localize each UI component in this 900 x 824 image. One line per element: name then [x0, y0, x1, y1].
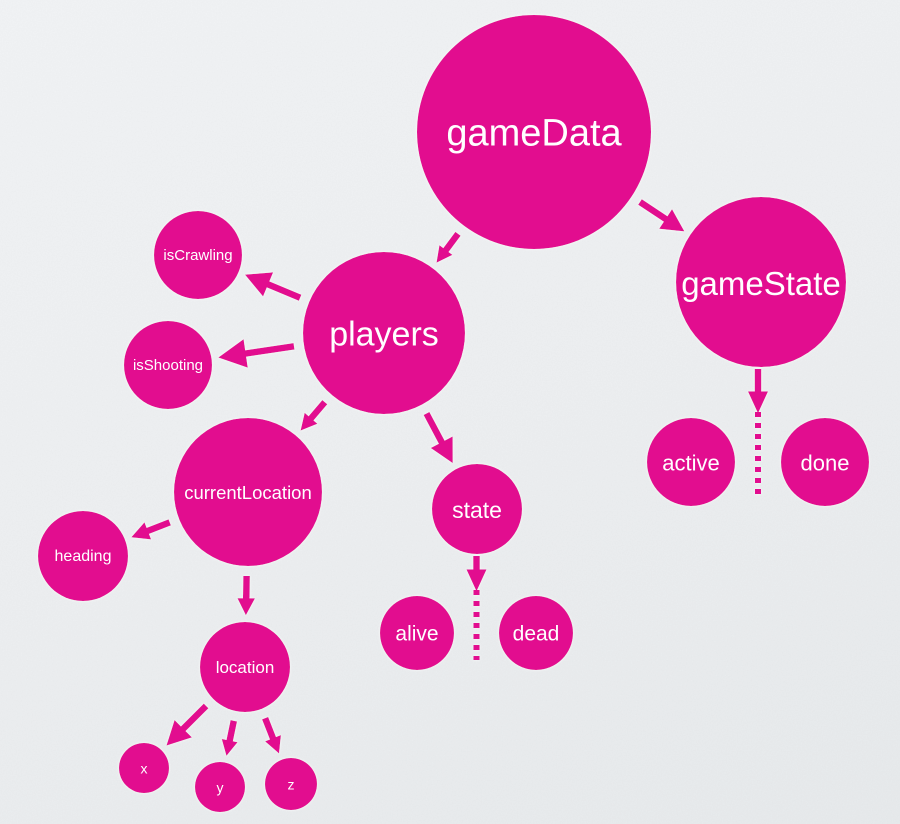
- svg-text:alive: alive: [395, 622, 438, 645]
- svg-text:done: done: [801, 450, 850, 475]
- svg-text:heading: heading: [55, 548, 112, 565]
- svg-text:dead: dead: [513, 622, 560, 645]
- svg-text:gameData: gameData: [446, 113, 622, 155]
- svg-text:currentLocation: currentLocation: [184, 482, 312, 503]
- svg-text:gameState: gameState: [681, 265, 841, 302]
- svg-text:state: state: [452, 497, 502, 523]
- svg-text:y: y: [217, 780, 224, 796]
- svg-text:active: active: [662, 450, 719, 475]
- svg-text:location: location: [216, 658, 275, 677]
- svg-text:players: players: [329, 315, 439, 353]
- svg-text:isCrawling: isCrawling: [163, 247, 232, 264]
- svg-text:isShooting: isShooting: [133, 357, 203, 374]
- svg-text:x: x: [141, 761, 148, 777]
- svg-text:z: z: [288, 777, 295, 793]
